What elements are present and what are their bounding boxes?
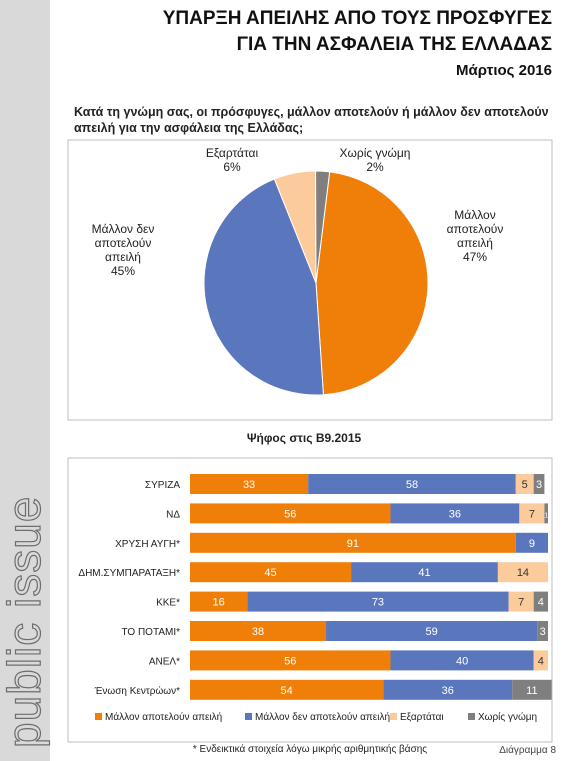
- pie-label: Χωρίς γνώμη 2%: [330, 146, 420, 174]
- bar-segment: [190, 679, 384, 700]
- bar-segment: [351, 562, 498, 583]
- pie-value-label: 45%: [110, 264, 136, 278]
- footnote: * Ενδεικτικά στοιχεία λόγω μικρής αριθμη…: [193, 743, 427, 755]
- legend-label: Χωρίς γνώμη: [478, 711, 537, 723]
- bar-segment: [247, 591, 509, 612]
- bar-value-label: 73: [372, 597, 384, 609]
- date: Μάρτιος 2016: [456, 62, 552, 79]
- bar-segment: [515, 532, 548, 553]
- bar-value-label: 36: [442, 685, 454, 697]
- bar-segment: [390, 650, 534, 671]
- bar-value-label: 5: [522, 479, 528, 491]
- bar-value-label: 3: [536, 479, 542, 491]
- pie-value-label: 6%: [223, 160, 241, 174]
- bar-value-label: 56: [284, 655, 296, 667]
- bar-value-label: 45: [264, 567, 276, 579]
- bar-segment: [508, 591, 534, 612]
- legend-label: Μάλλον αποτελούν απειλή: [105, 711, 222, 723]
- bar-segment: [533, 591, 548, 612]
- pie-category: Χωρίς γνώμη: [339, 146, 411, 160]
- category-label: ΔΗΜ.ΣΥΜΠΑΡΑΤΑΞΗ*: [78, 568, 180, 579]
- bar-value-label: 3: [540, 626, 546, 638]
- pie-slice: [315, 170, 331, 284]
- bar-segment: [383, 679, 513, 700]
- bar-value-label: 9: [529, 538, 535, 550]
- bar-value-label: 54: [281, 685, 293, 697]
- bar-value-label: 36: [449, 508, 461, 520]
- legend-label: Μάλλον δεν αποτελούν απειλή: [255, 711, 390, 723]
- pie-category: Μάλλον αποτελούν απειλή: [446, 208, 504, 250]
- bar-value-label: 11: [526, 685, 537, 697]
- bar-segment: [190, 650, 391, 671]
- bar-segment: [544, 503, 548, 524]
- bar-segment: [512, 679, 552, 700]
- bar-segment: [537, 621, 548, 641]
- bar-value-label: 7: [518, 597, 524, 609]
- legend-label: Εξαρτάται: [400, 711, 444, 723]
- category-label: Ένωση Κεντρώων*: [94, 685, 181, 697]
- pie-slice: [315, 171, 429, 396]
- legend-swatch: [95, 713, 102, 720]
- title-line: ΥΠΑΡΞΗ ΑΠΕΙΛΗΣ ΑΠΟ ΤΟΥΣ ΠΡΟΣΦΥΓΕΣ: [163, 8, 552, 29]
- bar-value-label: 4: [538, 597, 544, 609]
- bar-segment: [308, 474, 516, 494]
- page-number: Διάγραμμα 8: [499, 744, 556, 756]
- pie-value-label: 2%: [366, 160, 384, 174]
- bar-value-label: 91: [347, 538, 359, 550]
- bar-value-label: 7: [529, 508, 535, 520]
- pie-category: Μάλλον δεν αποτελούν απειλή: [91, 222, 155, 264]
- bar-value-label: 38: [252, 626, 264, 638]
- brand: public issue: [0, 496, 50, 748]
- legend-swatch: [245, 713, 252, 720]
- category-label: ΣΥΡΙΖΑ: [145, 480, 180, 491]
- bar-value-label: 40: [456, 655, 468, 667]
- bar-segment: [533, 650, 548, 671]
- title-line: ΓΙΑ ΤΗΝ ΑΣΦΑΛΕΙΑ ΤΗΣ ΕΛΛΑΔΑΣ: [237, 34, 552, 55]
- bar-segment: [533, 474, 545, 494]
- bar-segment: [519, 503, 545, 524]
- category-label: ΤΟ ΠΟΤΑΜΙ*: [121, 627, 180, 638]
- bar-segment: [190, 532, 516, 553]
- bar-segment: [190, 621, 327, 641]
- bar-value-label: 58: [406, 479, 418, 491]
- bar-value-label: 59: [426, 626, 438, 638]
- sidebar: [0, 0, 50, 761]
- pie-label: Μάλλον δεν αποτελούν απειλή 45%: [78, 222, 168, 278]
- legend-swatch: [468, 713, 475, 720]
- category-label: ΧΡΥΣΗ ΑΥΓΗ*: [115, 539, 180, 550]
- bar-value-label: 33: [243, 479, 255, 491]
- bar-segment: [326, 621, 538, 641]
- bar-segment: [390, 503, 520, 524]
- bar-segment: [497, 562, 548, 583]
- bar-value-label: 4: [538, 655, 544, 667]
- pie-label: Εξαρτάται 6%: [192, 146, 272, 174]
- bar-segment: [190, 591, 248, 612]
- bar-value-label: 41: [418, 567, 430, 579]
- pie-value-label: 47%: [462, 250, 488, 264]
- question: Κατά τη γνώμη σας, οι πρόσφυγες, μάλλον …: [74, 105, 549, 135]
- pie-label: Μάλλον αποτελούν απειλή 47%: [430, 208, 520, 264]
- category-label: ΝΔ: [166, 509, 180, 520]
- bar-frame: [67, 457, 553, 743]
- bar-value-label: 1: [544, 512, 548, 519]
- legend-swatch: [390, 713, 397, 720]
- pie-category: Εξαρτάται: [205, 146, 259, 160]
- bar-segment: [190, 503, 391, 524]
- bar-segment: [190, 562, 352, 583]
- category-label: ΑΝΕΛ*: [149, 656, 180, 667]
- pie-slice: [203, 178, 324, 396]
- bar-segment: [190, 474, 309, 494]
- bar-value-label: 56: [284, 508, 296, 520]
- bar-segment: [515, 474, 534, 494]
- pie-frame: [67, 139, 553, 421]
- bar-title: Ψήφος στις Β9.2015: [247, 431, 362, 445]
- bar-value-label: 16: [213, 597, 225, 609]
- bar-value-label: 14: [517, 567, 529, 579]
- category-label: ΚΚΕ*: [156, 598, 180, 609]
